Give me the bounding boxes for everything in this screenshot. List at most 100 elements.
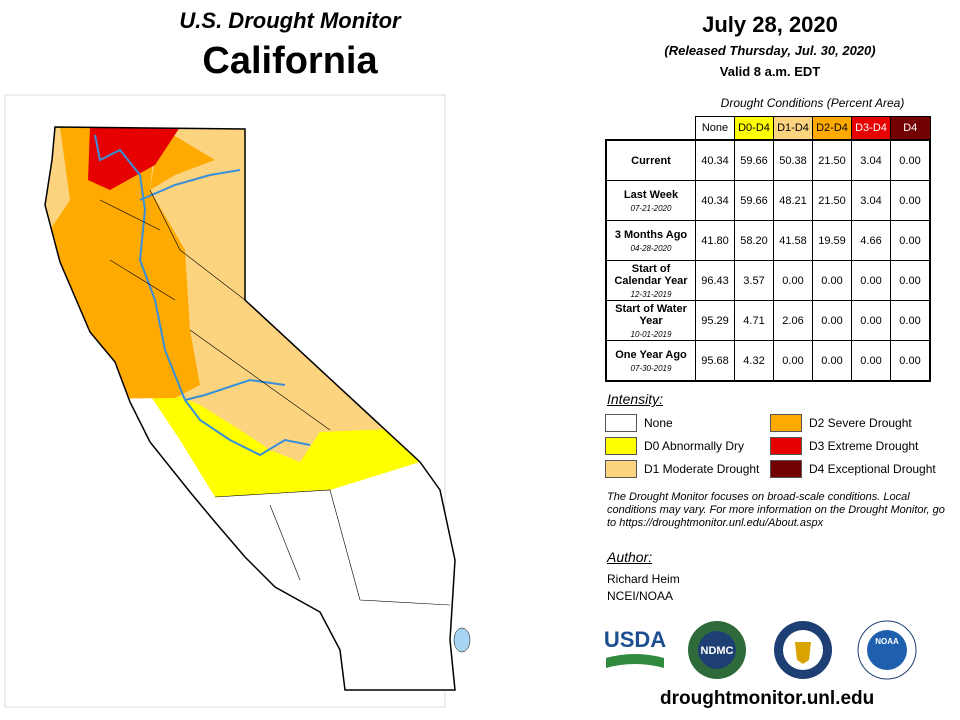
- cell-value: 0.00: [890, 260, 931, 301]
- cell-value: 0.00: [890, 180, 931, 221]
- row-label: Start of Calendar Year 12-31-2019: [605, 260, 696, 301]
- legend-swatch: [605, 414, 637, 432]
- map-frame: [4, 94, 446, 708]
- column-header: D3-D4: [851, 116, 891, 141]
- cell-value: 41.58: [773, 220, 813, 261]
- row-date: 07-21-2020: [630, 203, 672, 213]
- cell-value: 59.66: [734, 139, 774, 181]
- cell-value: 96.43: [695, 260, 735, 301]
- legend-label: D4 Exceptional Drought: [809, 462, 936, 476]
- table-row: Start of Water Year 10-01-2019 95.29 4.71 2.…: [605, 300, 931, 341]
- cell-value: 0.00: [773, 340, 813, 382]
- county-line: [99, 189, 451, 606]
- cell-value: 0.00: [812, 300, 852, 341]
- cell-value: 3.04: [851, 139, 891, 181]
- row-label: 3 Months Ago 04-28-2020: [605, 220, 696, 261]
- cell-value: 4.66: [851, 220, 891, 261]
- row-label-text: Last Week: [623, 188, 679, 201]
- cell-value: 40.34: [695, 139, 735, 181]
- author-name: Richard Heim: [607, 572, 680, 586]
- cell-value: 21.50: [812, 180, 852, 221]
- logo-usda: USDA: [604, 627, 666, 652]
- legend-swatch: [605, 460, 637, 478]
- row-date: 04-28-2020: [630, 243, 672, 253]
- cell-value: 0.00: [851, 260, 891, 301]
- cell-value: 21.50: [812, 139, 852, 181]
- table-row: Last Week 07-21-2020 40.34 59.66 48.21 21.50 3…: [605, 180, 931, 221]
- lake: [453, 627, 471, 653]
- row-label: Last Week 07-21-2020: [605, 180, 696, 221]
- logo-noaa-text: NOAA: [875, 637, 899, 646]
- cell-value: 95.29: [695, 300, 735, 341]
- cell-value: 0.00: [890, 139, 931, 181]
- cell-value: 3.04: [851, 180, 891, 221]
- cell-value: 0.00: [890, 300, 931, 341]
- legend-label: D2 Severe Drought: [809, 416, 912, 430]
- legend-item: D1 Moderate Drought: [605, 460, 785, 478]
- cell-value: 4.32: [734, 340, 774, 382]
- state-outline: [44, 126, 456, 691]
- legend-item: D4 Exceptional Drought: [770, 460, 950, 478]
- cell-value: 0.00: [890, 220, 931, 261]
- release-date: (Released Thursday, Jul. 30, 2020): [664, 43, 876, 58]
- cell-value: 0.00: [851, 340, 891, 382]
- cell-value: 95.68: [695, 340, 735, 382]
- row-label: Start of Water Year 10-01-2019: [605, 300, 696, 341]
- row-label-text: 3 Months Ago: [614, 228, 688, 241]
- legend-item: D3 Extreme Drought: [770, 437, 950, 455]
- logos: USDA NDMC NOAA: [604, 620, 917, 680]
- legend-swatch: [770, 437, 802, 455]
- logo-swoosh: [606, 654, 664, 668]
- county-lines: [99, 189, 451, 606]
- area-d1: [45, 127, 70, 230]
- row-label: One Year Ago 07-30-2019: [605, 340, 696, 382]
- table-row: Start of Calendar Year 12-31-2019 96.43 3.5…: [605, 260, 931, 301]
- cell-value: 3.57: [734, 260, 774, 301]
- table-body: Current 40.34 59.66 50.38 21.50 3.04 0.00 Last …: [605, 139, 931, 382]
- legend-label: None: [644, 416, 673, 430]
- logo-ndmc-inner: [698, 631, 736, 669]
- river: [139, 169, 241, 201]
- conditions-table: None D0-D4 D1-D4 D2-D4 D3-D4 D4 Current 40.34 59…: [605, 116, 931, 382]
- legend-item: D2 Severe Drought: [770, 414, 950, 432]
- valid-time: Valid 8 a.m. EDT: [719, 64, 821, 79]
- cell-value: 19.59: [812, 220, 852, 261]
- drought-areas: [45, 127, 455, 690]
- legend-item: None: [605, 414, 785, 432]
- column-header: D4: [890, 116, 931, 141]
- date: July 28, 2020: [702, 12, 838, 37]
- legend-label: D3 Extreme Drought: [809, 439, 919, 453]
- column-header: D1-D4: [773, 116, 813, 141]
- legend-swatch: [770, 414, 802, 432]
- cell-value: 0.00: [890, 340, 931, 382]
- logo-ndmc: NDMC: [701, 645, 734, 657]
- cell-value: 41.80: [695, 220, 735, 261]
- row-date: 07-30-2019: [630, 363, 672, 373]
- cell-value: 50.38: [773, 139, 813, 181]
- row-date: 10-01-2019: [630, 329, 672, 339]
- river: [184, 378, 286, 401]
- row-date: 12-31-2019: [630, 289, 672, 299]
- legend-swatch: [605, 437, 637, 455]
- map: [4, 94, 471, 708]
- footer-url: droughtmonitor.unl.edu: [660, 688, 875, 709]
- cell-value: 4.71: [734, 300, 774, 341]
- cell-value: 0.00: [812, 340, 852, 382]
- legend-label: D0 Abnormally Dry: [644, 439, 745, 453]
- row-label: Current: [605, 139, 696, 181]
- row-label-text: Current: [631, 154, 671, 167]
- cell-value: 0.00: [773, 260, 813, 301]
- column-header: D2-D4: [812, 116, 852, 141]
- cell-value: 59.66: [734, 180, 774, 221]
- state-name: California: [202, 40, 378, 82]
- table-row: One Year Ago 07-30-2019 95.68 4.32 0.00 0.00 0…: [605, 340, 931, 382]
- area-d3: [88, 127, 180, 190]
- cell-value: 0.00: [812, 260, 852, 301]
- table-row: Current 40.34 59.66 50.38 21.50 3.04 0.00: [605, 139, 931, 181]
- table-caption: Drought Conditions (Percent Area): [720, 96, 905, 110]
- row-label-text: Start of Water Year: [615, 302, 687, 327]
- column-header: None: [695, 116, 735, 141]
- logo-noaa: [867, 630, 907, 670]
- cell-value: 2.06: [773, 300, 813, 341]
